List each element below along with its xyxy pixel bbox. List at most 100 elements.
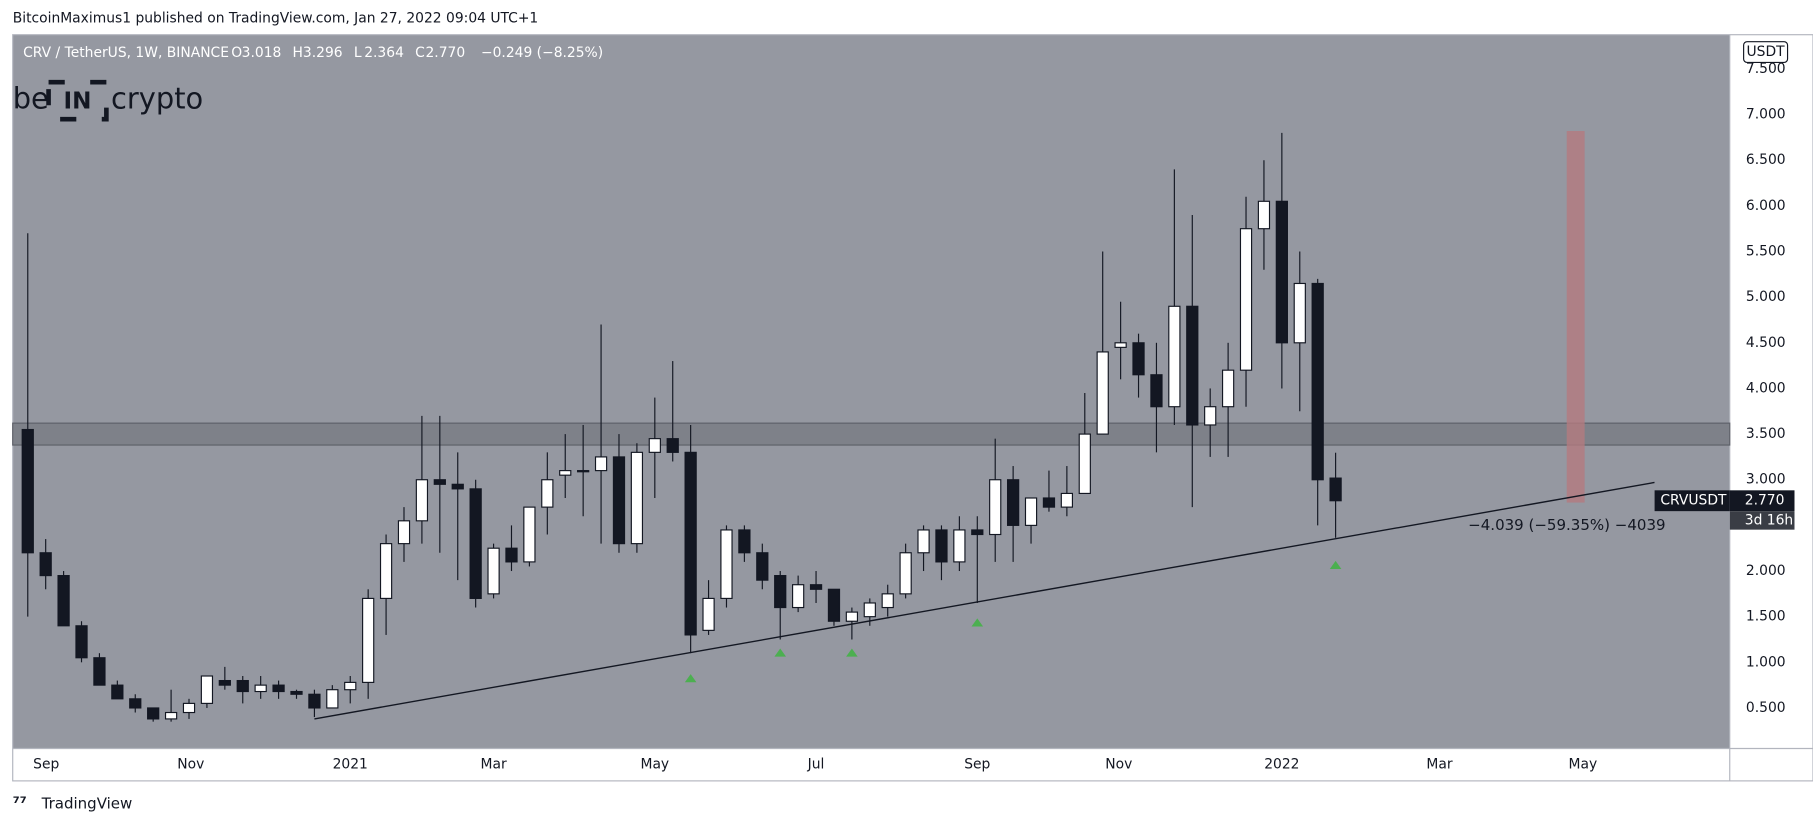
candle-body (451, 483, 464, 490)
candle-body (164, 711, 178, 720)
y-tick-label: 6.500 (1746, 152, 1786, 168)
x-tick-label: Mar (480, 757, 506, 773)
candle-body (57, 575, 70, 627)
candle-body (362, 597, 375, 683)
price-tag-name: CRVUSDT (1660, 493, 1727, 509)
candle-body (1024, 497, 1038, 526)
candle-body (577, 470, 590, 473)
candle-body (379, 543, 393, 599)
candle-body (1114, 342, 1127, 348)
legend-value: 2.770 (426, 45, 466, 61)
x-tick-label: May (1569, 757, 1598, 773)
x-tick-label: Nov (177, 757, 204, 773)
legend-key: L (354, 45, 362, 61)
x-tick-label: Mar (1426, 757, 1452, 773)
candle-body (1311, 282, 1324, 481)
candle-body (935, 529, 948, 563)
candle-body (971, 529, 984, 536)
candle-body (792, 584, 805, 609)
legend-value: 2.364 (364, 45, 404, 61)
candle-body (953, 529, 966, 563)
candle-body (702, 597, 715, 631)
candle-body (236, 679, 249, 693)
x-tick-label: May (640, 757, 669, 773)
support-marker (774, 648, 787, 657)
candle-body (845, 611, 859, 622)
candle-body (433, 479, 446, 485)
countdown: 3d 16h (1745, 512, 1793, 528)
candle-body (344, 681, 357, 691)
y-tick-label: 2.000 (1746, 563, 1786, 579)
logo-in: IN (63, 88, 91, 114)
candle-body (1168, 305, 1181, 408)
plot-area (12, 34, 1730, 749)
projection-bar (1566, 131, 1585, 503)
candle-body (1096, 351, 1109, 435)
resistance-zone (12, 422, 1731, 446)
candle-body (487, 547, 500, 595)
x-tick-label: 2022 (1264, 757, 1299, 773)
frame (12, 34, 1813, 782)
candle-body (1042, 497, 1056, 508)
marks (12, 131, 1731, 722)
candle-body (809, 584, 823, 590)
candle-body (147, 707, 160, 720)
candle-body (1293, 282, 1306, 344)
legend-key: O (231, 45, 242, 61)
x-tick-label: Sep (33, 757, 59, 773)
currency: USDT (1747, 44, 1786, 60)
candle-body (666, 438, 679, 453)
y-tick-label: 5.000 (1746, 289, 1786, 305)
candle-body (899, 552, 912, 595)
legend-value: 3.296 (303, 45, 343, 61)
support-marker (971, 618, 984, 627)
price-tag-name-bg (1654, 490, 1730, 512)
candle-body (541, 479, 554, 508)
y-tick-label: 6.000 (1746, 198, 1786, 214)
logo-be: be (13, 82, 49, 116)
candle-body (523, 506, 536, 563)
candle-body (111, 684, 124, 700)
price-tag-bg (1729, 490, 1795, 512)
logo-crypto: crypto (111, 82, 203, 116)
candle-body (738, 529, 751, 554)
candle-body (129, 698, 142, 709)
candle-body (827, 588, 841, 622)
support-marker (684, 674, 697, 683)
candle-body (93, 657, 106, 686)
candle-body (863, 602, 876, 618)
candle-body (200, 675, 214, 704)
candle-body (917, 529, 930, 554)
x-tick-label: Sep (964, 757, 990, 773)
candle-body (774, 575, 787, 609)
y-tick-label: 1.000 (1746, 654, 1786, 670)
trendline (314, 481, 1655, 720)
y-tick-label: 3.000 (1746, 472, 1786, 488)
y-tick-label: 3.500 (1746, 426, 1786, 442)
candle-body (1221, 369, 1235, 408)
y-tick-label: 5.500 (1746, 244, 1786, 260)
candle-body (182, 702, 196, 714)
candle-body (1204, 406, 1217, 426)
legend-key: C (415, 45, 425, 61)
candle-body (989, 479, 1002, 536)
candle-body (1239, 228, 1253, 371)
candle-body (1060, 492, 1074, 508)
candle-body (1329, 477, 1342, 502)
candle-body (684, 451, 697, 636)
legend-value: 3.018 (242, 45, 282, 61)
candle-body (1132, 342, 1145, 376)
candle-body (594, 456, 608, 472)
candle-body (630, 451, 644, 545)
y-tick-label: 7.500 (1746, 61, 1786, 77)
candle-body (881, 593, 894, 609)
candle-body (469, 488, 482, 599)
symbol: CRV / TetherUS, 1W, BINANCE (23, 45, 229, 61)
candle-body (756, 552, 769, 581)
candle-body (397, 520, 411, 545)
candle-body (290, 690, 303, 695)
candle-body (75, 625, 88, 659)
candle-body (612, 456, 626, 545)
